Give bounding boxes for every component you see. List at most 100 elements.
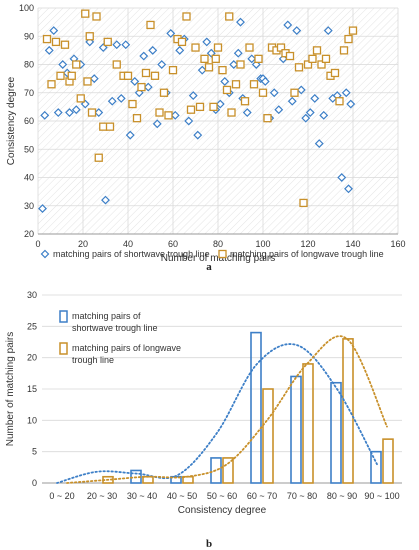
x-axis-title: Consistency degree	[178, 505, 267, 516]
shortwave-point	[301, 113, 311, 123]
shortwave-point	[89, 74, 99, 84]
shortwave-point	[112, 40, 122, 50]
longwave-point	[218, 66, 227, 75]
shortwave-point	[202, 37, 212, 47]
shortwave-point	[215, 99, 225, 109]
shortwave-point	[152, 119, 162, 129]
shortwave-point	[242, 108, 252, 117]
shortwave-point	[296, 85, 306, 95]
shortwave-point	[44, 45, 54, 55]
longwave-point	[263, 114, 272, 123]
shortwave-point	[310, 93, 320, 103]
legend-longwave-marker	[218, 249, 227, 259]
longwave-point	[123, 71, 133, 80]
shortwave-point	[65, 108, 74, 117]
longwave-point	[236, 60, 245, 69]
shortwave-point	[283, 20, 293, 30]
longwave-point	[213, 43, 223, 52]
longwave-point	[240, 97, 250, 106]
longwave-point	[344, 34, 353, 44]
legend-longwave-marker	[59, 342, 68, 355]
longwave-point	[60, 40, 70, 49]
x-axis-title: Number of matching pairs	[161, 253, 276, 264]
longwave-bar	[342, 338, 354, 484]
shortwave-bar	[290, 375, 302, 484]
longwave-point	[141, 68, 151, 78]
x-tick-label: 0	[35, 239, 40, 249]
longwave-point	[222, 85, 232, 95]
shortwave-point	[130, 77, 140, 86]
shortwave-point	[139, 51, 149, 61]
longwave-point	[285, 51, 295, 61]
legend-shortwave-label-line2: shortwave trough line	[72, 323, 158, 333]
shortwave-point	[175, 45, 185, 55]
shortwave-point	[116, 93, 126, 103]
longwave-point	[330, 68, 340, 78]
longwave-point	[159, 88, 169, 97]
longwave-point	[294, 63, 304, 72]
shortwave-point	[184, 116, 194, 126]
longwave-point	[312, 46, 322, 55]
shortwave-point	[166, 28, 176, 38]
x-tick-label: 90 ~ 100	[364, 491, 399, 501]
longwave-point	[112, 60, 121, 69]
shortwave-point	[233, 48, 243, 58]
shortwave-point	[319, 110, 329, 120]
y-tick-label: 50	[24, 144, 34, 154]
longwave-point	[42, 34, 52, 44]
longwave-point	[317, 60, 326, 69]
longwave-point	[103, 37, 112, 47]
shortwave-point	[121, 40, 131, 50]
x-tick-label: 140	[345, 239, 360, 249]
legend-shortwave-marker	[40, 249, 50, 259]
x-tick-label: 20	[78, 239, 88, 249]
longwave-point	[76, 94, 85, 103]
longwave-point	[200, 54, 209, 63]
shortwave-point	[247, 54, 257, 64]
longwave-point	[211, 54, 220, 63]
longwave-point	[177, 37, 187, 47]
longwave-point	[335, 97, 344, 106]
legend-longwave-label-line2: trough line	[72, 355, 114, 365]
longwave-point	[299, 198, 308, 208]
shortwave-point	[236, 17, 245, 27]
x-tick-label: 80 ~ 90	[327, 491, 357, 501]
longwave-bar	[382, 438, 394, 484]
y-tick-label: 10	[27, 415, 37, 425]
shortwave-point	[346, 99, 356, 109]
x-tick-label: 50 ~ 60	[207, 491, 237, 501]
shortwave-point	[287, 96, 297, 106]
shortwave-point	[323, 26, 333, 36]
longwave-bar	[222, 457, 234, 484]
shortwave-point	[125, 130, 135, 140]
shortwave-point	[107, 96, 117, 106]
shortwave-point	[337, 173, 347, 182]
longwave-point	[191, 43, 200, 52]
shortwave-point	[220, 77, 230, 86]
shortwave-point	[85, 37, 95, 47]
x-tick-label: 70 ~ 80	[287, 491, 317, 501]
y-tick-label: 40	[24, 173, 34, 183]
longwave-point	[67, 71, 76, 80]
x-tick-label: 120	[300, 239, 315, 249]
bar-chart: 0 5 10 15 20 25 30 0 ~ 20 20 ~ 30 30 ~ 40 40 ~ 50 5…	[5, 290, 402, 550]
shortwave-point	[305, 108, 315, 117]
shortwave-bar	[250, 331, 262, 484]
longwave-point	[83, 77, 92, 86]
panel-label-a: a	[206, 261, 212, 273]
shortwave-point	[80, 99, 90, 109]
shortwave-point	[344, 184, 353, 194]
x-tick-label: 160	[390, 239, 405, 249]
shortwave-point	[274, 105, 284, 115]
longwave-point	[303, 60, 313, 69]
longwave-point	[56, 71, 65, 80]
shortwave-point	[94, 108, 104, 117]
shortwave-point	[38, 204, 47, 214]
y-tick-label: 20	[27, 353, 37, 363]
x-tick-label: 60 ~ 70	[247, 491, 277, 501]
shortwave-point	[260, 77, 270, 86]
longwave-point	[85, 32, 94, 41]
longwave-point	[105, 122, 115, 131]
longwave-point	[231, 80, 241, 89]
